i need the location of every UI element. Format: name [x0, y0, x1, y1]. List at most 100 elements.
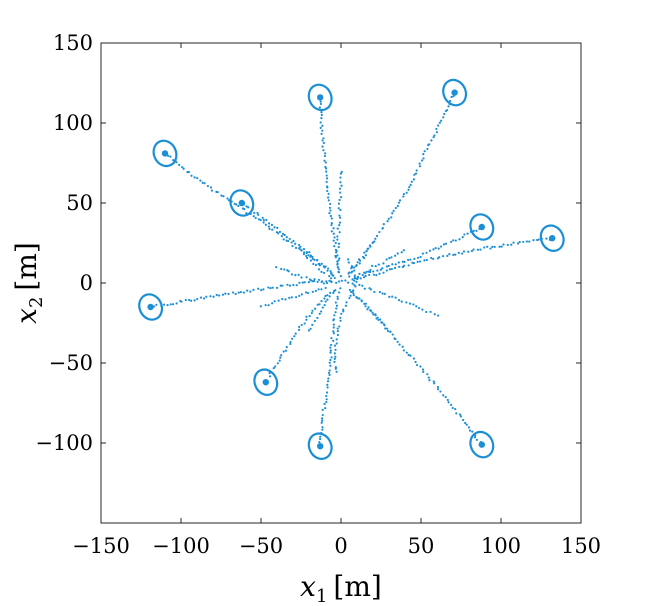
trajectory-dot — [325, 167, 328, 170]
trajectory-dot — [329, 202, 332, 206]
trajectory-dot — [518, 240, 521, 244]
trajectory-dot — [462, 418, 465, 422]
trajectory-dot — [318, 312, 321, 315]
trajectory-dot — [391, 263, 394, 266]
trajectory-dot — [190, 174, 193, 177]
trajectory-dot — [418, 260, 422, 263]
trajectory-dot — [377, 263, 380, 266]
trajectory-dot — [376, 316, 379, 319]
trajectory-dot — [308, 314, 311, 318]
trajectory-dot — [288, 296, 291, 299]
trajectory-dot — [324, 161, 327, 164]
trajectory-dot — [281, 232, 285, 235]
trajectory-dot — [464, 421, 467, 425]
trajectory-dot — [320, 117, 323, 120]
trajectory-dot — [333, 344, 337, 347]
trajectory-dot — [402, 193, 406, 196]
trajectory-dot — [435, 127, 438, 131]
trajectory-dot — [342, 308, 345, 311]
trajectory-dot — [252, 288, 255, 291]
trajectory-dot — [452, 239, 455, 242]
trajectory-dot — [318, 106, 321, 109]
trajectory-dot — [436, 388, 440, 391]
trajectory-dot — [332, 318, 336, 321]
trajectory-dot — [344, 304, 347, 307]
trajectory-dot — [433, 313, 436, 316]
target-ellipse — [307, 432, 333, 460]
target-ellipse — [469, 213, 495, 241]
trajectory-dot — [358, 259, 362, 262]
trajectory-dot — [321, 280, 324, 283]
trajectory-dot — [336, 295, 339, 298]
plot-area-frame — [100, 42, 582, 524]
trajectory-dot — [413, 257, 416, 260]
trajectory-dot — [460, 252, 464, 255]
trajectory-dot — [400, 251, 403, 254]
trajectory-dot — [502, 243, 505, 246]
trajectory-dot — [320, 310, 323, 313]
trajectory-dot — [323, 297, 326, 300]
trajectory-dot — [451, 406, 454, 410]
trajectory-dot — [305, 315, 308, 318]
trajectory-dot — [271, 286, 274, 289]
trajectory-dot — [358, 272, 361, 275]
trajectory-dot — [433, 134, 436, 137]
trajectory-dot — [311, 257, 314, 260]
trajectory-dot — [363, 256, 366, 260]
trajectory-dot — [316, 316, 319, 320]
trajectory-dot — [483, 246, 486, 249]
trajectory-dot — [335, 338, 338, 341]
trajectory-dot — [321, 124, 324, 127]
trajectory-dot — [369, 309, 372, 312]
trajectory-dot — [280, 235, 283, 238]
trajectory-dot — [224, 292, 227, 295]
trajectory-dot — [193, 299, 196, 302]
trajectory-dot — [506, 243, 509, 247]
y-tick-label: 100 — [53, 111, 93, 135]
target-point — [147, 303, 154, 311]
trajectory-dot — [437, 247, 440, 250]
trajectory-dot — [336, 238, 339, 241]
trajectory-dot — [169, 303, 172, 306]
trajectory-dot — [330, 230, 333, 233]
trajectory-dot — [325, 394, 328, 398]
trajectory-dot — [199, 296, 203, 299]
trajectory-dot — [327, 192, 330, 195]
trajectory-dot — [328, 295, 331, 298]
trajectory-dot — [321, 129, 324, 132]
trajectory-dot — [333, 314, 336, 317]
trajectory-dot — [290, 241, 293, 244]
trajectory-dot — [206, 184, 209, 188]
trajectory-dot — [226, 197, 229, 200]
y-tick-label: −100 — [35, 431, 93, 455]
trajectory-dot — [417, 306, 421, 310]
trajectory-dot — [329, 358, 332, 362]
x-tick-label: −100 — [152, 534, 210, 558]
trajectory-dot — [337, 271, 341, 274]
trajectory-dot — [320, 421, 323, 424]
trajectory-dot — [371, 241, 375, 244]
trajectory-dot — [210, 189, 214, 192]
trajectory-dot — [322, 282, 326, 285]
trajectory-dot — [298, 294, 301, 298]
trajectory-dot — [299, 245, 302, 248]
trajectory-dot — [333, 245, 336, 248]
trajectory-dot — [422, 157, 425, 160]
trajectory-dot — [382, 223, 385, 226]
trajectory-dot — [396, 252, 399, 255]
trajectory-dot — [470, 249, 474, 253]
target-point — [549, 235, 556, 242]
trajectory-dot — [353, 269, 356, 272]
trajectory-dot — [332, 232, 335, 235]
trajectory-dot — [418, 165, 422, 168]
trajectory-dot — [333, 276, 336, 280]
trajectory-dot — [320, 262, 323, 265]
trajectory-dot — [378, 230, 381, 234]
trajectory-dot — [338, 221, 342, 224]
trajectory-dot — [348, 288, 352, 292]
trajectory-dot — [325, 177, 329, 180]
trajectory-dot — [306, 256, 309, 260]
trajectory-dot — [262, 219, 265, 222]
trajectory-dot — [209, 295, 212, 298]
trajectory-dot — [303, 322, 306, 325]
